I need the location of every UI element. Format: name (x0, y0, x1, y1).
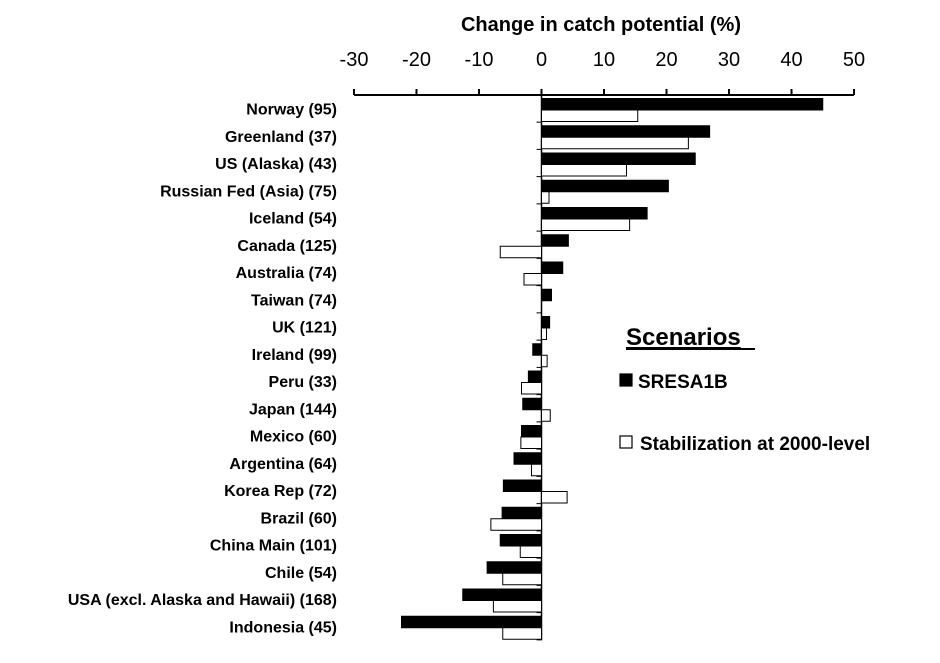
bar-sresa1b (513, 452, 542, 465)
bar-sresa1b (462, 588, 542, 601)
bar-stabilization (499, 245, 542, 259)
category-label: Indonesia (45) (229, 619, 337, 636)
category-label: Russian Fed (Asia) (75) (160, 183, 337, 200)
bar-sresa1b (541, 98, 824, 111)
bars (401, 98, 824, 640)
bar-stabilization (541, 136, 689, 150)
legend-swatch (619, 435, 633, 449)
bar-sresa1b (541, 207, 648, 220)
category-label: Greenland (37) (225, 129, 337, 146)
bar-sresa1b (499, 534, 542, 547)
bar-stabilization (521, 382, 542, 395)
bar-stabilization (541, 191, 550, 204)
bar-stabilization (492, 600, 542, 613)
bar-stabilization (502, 627, 542, 640)
category-label: US (Alaska) (43) (215, 156, 337, 173)
bar-stabilization (519, 545, 542, 558)
category-label: USA (excl. Alaska and Hawaii) (168) (68, 592, 337, 609)
bar-sresa1b (522, 397, 542, 411)
category-label: UK (121) (272, 320, 337, 337)
category-label: Korea Rep (72) (224, 483, 337, 500)
bar-sresa1b (541, 234, 569, 247)
category-label: China Main (101) (210, 538, 337, 555)
legend-label: SRESA1B (638, 372, 728, 393)
legend-label: Stabilization at 2000-level (640, 434, 870, 455)
bar-stabilization (531, 463, 542, 477)
category-labels: Norway (95) Greenland (37) US (Alaska) (43… (68, 102, 542, 641)
bar-stabilization (541, 218, 631, 231)
bar-sresa1b (541, 316, 551, 329)
x-tick-label: -20 (402, 49, 431, 71)
bar-stabilization (502, 572, 542, 586)
category-label: Norway (95) (246, 102, 337, 119)
x-tick-label: -30 (340, 49, 369, 71)
x-tick-label: -10 (465, 49, 494, 71)
axis-title: Change in catch potential (%) (461, 14, 741, 36)
bar-stabilization (541, 109, 639, 122)
legend-title: Scenarios (626, 324, 741, 351)
category-label: Ireland (99) (252, 347, 337, 364)
x-tick-label: 0 (536, 49, 547, 71)
category-label: Taiwan (74) (251, 292, 337, 309)
bar-sresa1b (532, 343, 542, 356)
bar-sresa1b (541, 125, 711, 138)
bar-sresa1b (401, 615, 542, 629)
x-tick-label: 40 (780, 49, 802, 71)
bar-stabilization (541, 491, 568, 504)
x-tick-label: 50 (843, 49, 865, 71)
bar-sresa1b (541, 179, 669, 193)
category-label: Iceland (54) (249, 211, 337, 228)
bar-stabilization (541, 354, 548, 368)
bar-stabilization (541, 327, 547, 340)
bar-sresa1b (486, 561, 542, 574)
category-label: Japan (144) (249, 401, 337, 418)
legend-swatch (619, 373, 633, 387)
bar-stabilization (541, 164, 627, 177)
bar-stabilization (523, 273, 542, 286)
bar-sresa1b (541, 261, 564, 274)
x-tick-label: 10 (593, 49, 615, 71)
x-tick-label: 20 (655, 49, 677, 71)
category-label: Chile (54) (265, 565, 337, 582)
bar-sresa1b (541, 152, 696, 165)
bar-sresa1b (541, 288, 552, 302)
bar-sresa1b (502, 479, 542, 492)
bar-stabilization (490, 518, 542, 531)
category-label: Brazil (60) (261, 510, 337, 527)
category-label: Argentina (64) (229, 456, 337, 473)
legend: Scenarios SRESA1B Stabilization at 2000-le… (619, 324, 870, 455)
bar-stabilization (520, 436, 542, 449)
category-label: Mexico (60) (250, 429, 337, 446)
bar-sresa1b (527, 370, 542, 383)
bar-stabilization (541, 409, 551, 422)
category-label: Australia (74) (236, 265, 337, 282)
category-label: Canada (125) (237, 238, 337, 255)
category-label: Peru (33) (269, 374, 337, 391)
bar-sresa1b (521, 425, 542, 438)
x-tick-label: 30 (718, 49, 740, 71)
bar-sresa1b (501, 506, 542, 520)
